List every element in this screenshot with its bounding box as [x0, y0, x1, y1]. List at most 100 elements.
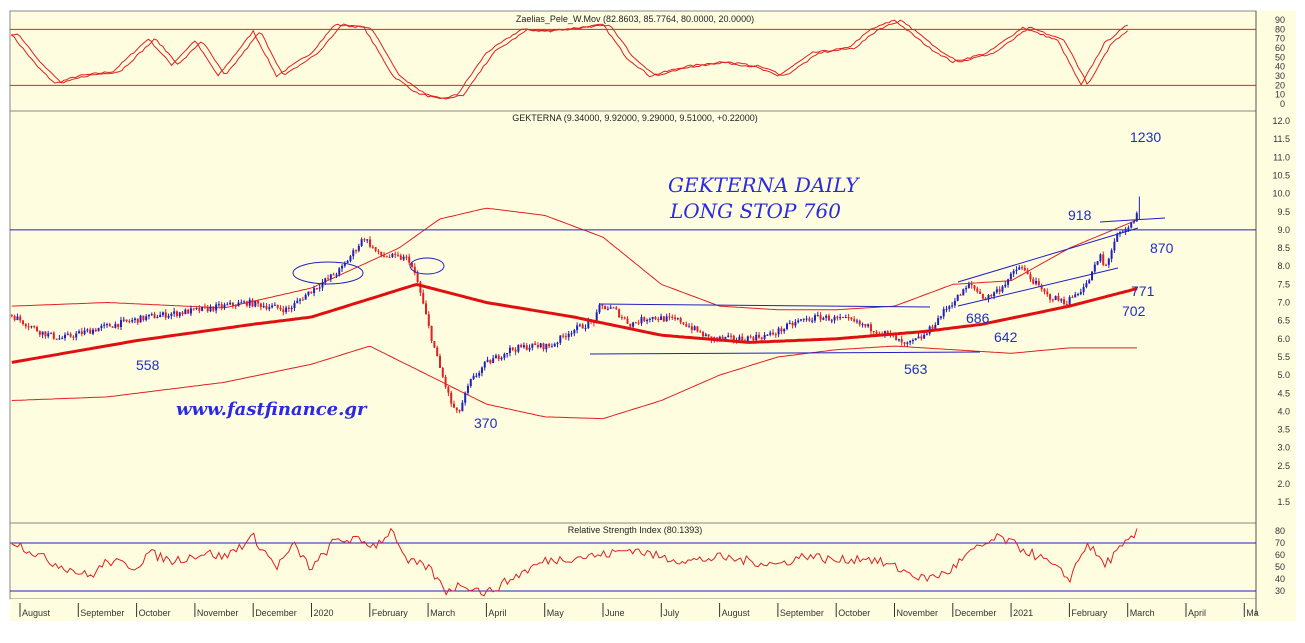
- candle-body: [1135, 213, 1138, 222]
- candle-body: [1054, 296, 1057, 301]
- candle-body: [455, 407, 458, 411]
- candle-body: [634, 322, 637, 324]
- candle-body: [436, 347, 439, 357]
- candle-body: [315, 288, 318, 290]
- price-tick-label: 7.5: [1277, 279, 1290, 289]
- candle-body: [696, 326, 699, 332]
- month-label: February: [372, 608, 409, 618]
- candle-body: [346, 261, 349, 263]
- candle-body: [1132, 221, 1135, 223]
- candle-body: [553, 343, 556, 347]
- candle-body: [1071, 297, 1074, 299]
- candle-body: [945, 308, 948, 310]
- candle-body: [951, 305, 954, 307]
- annotation-702: 702: [1122, 303, 1146, 319]
- trend-line: [1099, 217, 1166, 223]
- candle-body: [1079, 291, 1082, 295]
- rsi-tick-label: 70: [1275, 538, 1285, 548]
- annotation-642: 642: [994, 329, 1018, 345]
- candle-body: [609, 307, 612, 309]
- candle-body: [327, 278, 330, 280]
- candle-body: [657, 319, 660, 321]
- candle-body: [402, 256, 405, 260]
- candle-body: [178, 312, 181, 316]
- candle-body: [886, 331, 889, 333]
- candle-body: [229, 302, 232, 305]
- candle-body: [660, 316, 663, 320]
- candle-body: [355, 250, 358, 252]
- candle-body: [827, 315, 830, 321]
- candle-body: [1082, 286, 1085, 292]
- candle-body: [973, 285, 976, 289]
- candle-body: [858, 320, 861, 325]
- price-tick-label: 5.5: [1277, 352, 1290, 362]
- candle-body: [906, 342, 909, 344]
- rsi-tick-label: 30: [1275, 586, 1285, 596]
- candle-body: [58, 338, 61, 340]
- candle-body: [114, 323, 117, 328]
- candle-body: [464, 392, 467, 403]
- candle-body: [153, 314, 156, 319]
- candle-body: [841, 317, 844, 319]
- candle-body: [567, 333, 570, 338]
- candle-body: [517, 344, 520, 352]
- candle-body: [72, 336, 75, 338]
- candle-body: [282, 309, 285, 313]
- annotation-558: 558: [136, 357, 160, 373]
- candle-body: [1093, 264, 1096, 272]
- candle-body: [595, 312, 598, 323]
- candle-body: [1085, 283, 1088, 287]
- candle-body: [1029, 274, 1032, 280]
- candle-body: [682, 322, 685, 325]
- candle-body: [794, 322, 797, 326]
- candle-body: [520, 344, 523, 348]
- month-label: March: [430, 608, 455, 618]
- candle-body: [993, 292, 996, 297]
- candle-body: [352, 250, 355, 257]
- month-label: May: [547, 608, 565, 618]
- osc-tick-label: 60: [1275, 43, 1285, 53]
- candle-body: [125, 319, 128, 322]
- candle-body: [307, 291, 310, 295]
- candle-body: [1116, 233, 1119, 242]
- candle-body: [662, 316, 665, 322]
- candle-body: [584, 327, 587, 329]
- candle-body: [100, 325, 103, 329]
- candle-body: [1130, 222, 1133, 228]
- candle-body: [897, 339, 900, 341]
- candle-body: [1068, 297, 1071, 305]
- candle-body: [279, 307, 282, 310]
- candle-body: [161, 312, 164, 315]
- candle-body: [497, 355, 500, 360]
- candle-body: [212, 306, 215, 311]
- candle-body: [301, 299, 304, 301]
- price-tick-label: 7.0: [1277, 298, 1290, 308]
- candle-body: [27, 326, 30, 328]
- rsi-tick-label: 40: [1275, 574, 1285, 584]
- candle-body: [679, 318, 682, 323]
- candle-body: [50, 332, 53, 334]
- candle-body: [13, 316, 16, 321]
- candle-body: [335, 274, 338, 276]
- candle-body: [646, 319, 649, 322]
- candle-body: [704, 334, 707, 337]
- candle-body: [1012, 270, 1015, 274]
- candle-body: [1088, 280, 1091, 284]
- candle-body: [97, 328, 100, 332]
- candle-body: [937, 318, 940, 325]
- candle-body: [243, 301, 246, 303]
- month-label: Ma: [1246, 608, 1259, 618]
- candle-body: [131, 320, 134, 322]
- candle-body: [895, 335, 898, 341]
- candle-body: [1004, 284, 1007, 287]
- candle-body: [405, 256, 408, 258]
- candle-body: [52, 332, 55, 339]
- candle-body: [539, 343, 542, 348]
- candle-body: [452, 403, 455, 408]
- candle-body: [813, 315, 816, 321]
- candle-body: [304, 294, 307, 300]
- price-tick-label: 4.5: [1277, 388, 1290, 398]
- osc-tick-label: 80: [1275, 24, 1285, 34]
- candle-body: [562, 335, 565, 337]
- candle-body: [676, 318, 679, 320]
